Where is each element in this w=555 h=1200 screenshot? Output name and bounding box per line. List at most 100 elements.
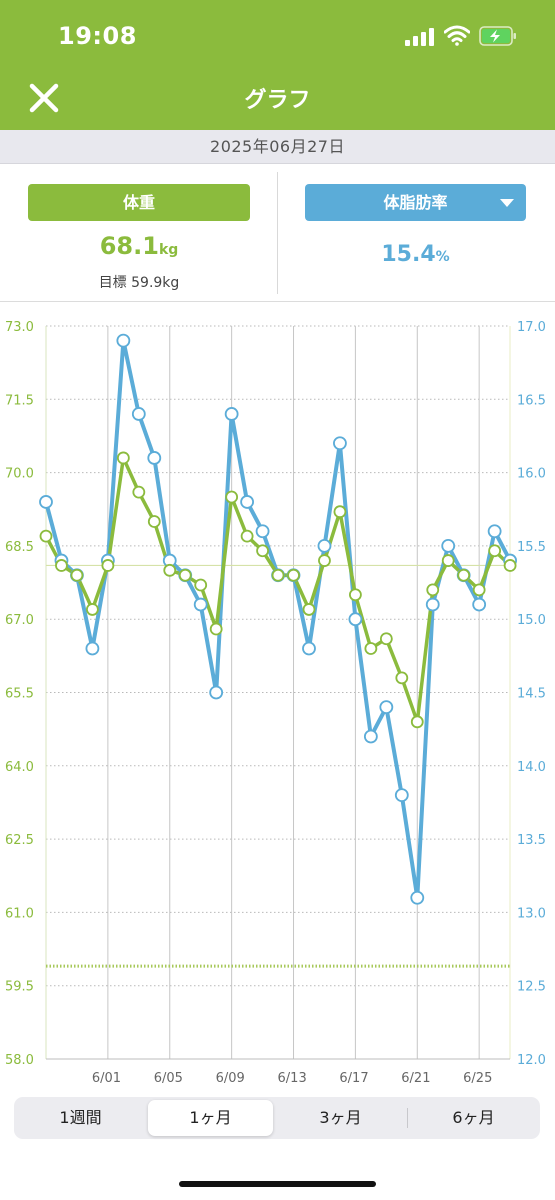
x-axis-tick-label: 6/17 bbox=[339, 1071, 368, 1086]
weight-data-point bbox=[410, 715, 424, 729]
right-axis-tick-label: 15.5 bbox=[517, 540, 546, 555]
body-fat-data-point bbox=[425, 597, 440, 612]
weight-data-point bbox=[163, 563, 177, 577]
weight-label: 体重 bbox=[122, 193, 155, 212]
weight-data-point bbox=[178, 568, 192, 582]
weight-metric-button[interactable]: 体重 bbox=[28, 184, 250, 221]
right-axis-tick-label: 12.0 bbox=[517, 1053, 546, 1068]
tab-label: 1週間 bbox=[59, 1108, 102, 1127]
cellular-signal-icon bbox=[405, 28, 435, 46]
body-fat-data-point bbox=[348, 612, 363, 627]
body-fat-value-display: 15.4% bbox=[305, 242, 526, 267]
weight-goal: 目標 59.9kg bbox=[98, 275, 180, 291]
body-fat-data-point bbox=[410, 890, 425, 905]
weight-value: 68.1 bbox=[99, 232, 159, 260]
body-fat-data-point bbox=[39, 495, 53, 509]
weight-body-fat-chart[interactable]: 73.0 17.0 71.5 16.5 70.0 16.0 68.5 15.5 67.0 15.0… bbox=[0, 302, 555, 1092]
tab-6-months[interactable]: 6ヶ月 bbox=[411, 1100, 536, 1136]
caret-down-icon bbox=[500, 199, 514, 207]
body-fat-data-point bbox=[147, 451, 162, 465]
weight-data-point bbox=[209, 622, 223, 636]
left-axis-tick-label: 71.5 bbox=[5, 393, 34, 408]
body-fat-data-point bbox=[379, 700, 394, 715]
weight-data-point bbox=[287, 568, 300, 582]
tab-label: 6ヶ月 bbox=[452, 1108, 495, 1127]
metric-panels: 体重 68.1kg 目標 59.9kg 体脂肪率 15.4% bbox=[0, 164, 555, 302]
right-axis-tick-label: 16.5 bbox=[517, 393, 546, 408]
weight-data-point bbox=[39, 529, 53, 543]
body-fat-data-point bbox=[472, 597, 487, 612]
body-fat-data-point bbox=[193, 597, 208, 612]
right-axis-tick-label: 13.5 bbox=[517, 833, 546, 848]
body-fat-data-point bbox=[441, 538, 456, 553]
metric-divider bbox=[277, 172, 278, 294]
left-axis-tick-label: 70.0 bbox=[5, 467, 34, 482]
weight-data-point bbox=[348, 588, 362, 602]
segment-divider bbox=[407, 1108, 408, 1128]
weight-series-line bbox=[44, 456, 512, 724]
weight-data-point bbox=[318, 554, 331, 567]
weight-data-point bbox=[379, 632, 393, 646]
tab-1-month[interactable]: 1ヶ月 bbox=[148, 1100, 273, 1136]
weight-data-point bbox=[101, 559, 115, 572]
status-time: 19:08 bbox=[58, 22, 137, 50]
body-fat-data-point bbox=[333, 436, 347, 451]
body-fat-metric-dropdown[interactable]: 体脂肪率 bbox=[305, 184, 526, 221]
weight-data-point bbox=[116, 451, 130, 465]
body-fat-data-point bbox=[85, 641, 100, 656]
period-segmented-control: 1週間 1ヶ月 3ヶ月 6ヶ月 bbox=[14, 1097, 540, 1139]
x-axis-tick-label: 6/01 bbox=[92, 1071, 121, 1086]
weight-data-point bbox=[488, 544, 502, 558]
right-axis-tick-label: 13.0 bbox=[517, 906, 546, 921]
weight-data-point bbox=[364, 642, 378, 655]
tab-3-months[interactable]: 3ヶ月 bbox=[278, 1100, 403, 1136]
right-axis-tick-label: 16.0 bbox=[517, 467, 546, 482]
weight-data-point bbox=[395, 671, 409, 685]
body-fat-data-point bbox=[209, 685, 224, 700]
left-axis-tick-label: 58.0 bbox=[5, 1053, 34, 1068]
left-axis-tick-label: 67.0 bbox=[5, 613, 34, 628]
close-icon[interactable] bbox=[24, 78, 64, 118]
body-fat-data-point bbox=[363, 729, 378, 744]
right-axis-tick-label: 14.5 bbox=[517, 687, 546, 702]
left-axis-tick-label: 68.5 bbox=[5, 540, 34, 555]
body-fat-data-point bbox=[317, 538, 332, 553]
body-fat-label: 体脂肪率 bbox=[383, 193, 448, 212]
right-axis-tick-label: 17.0 bbox=[517, 320, 546, 335]
body-fat-data-point bbox=[131, 407, 146, 421]
left-axis-tick-label: 73.0 bbox=[5, 320, 34, 335]
weight-data-point bbox=[457, 568, 471, 582]
weight-data-point bbox=[302, 603, 316, 616]
weight-data-point bbox=[271, 568, 285, 582]
right-axis-tick-label: 14.0 bbox=[517, 760, 546, 775]
left-axis-tick-label: 61.0 bbox=[5, 906, 34, 921]
left-axis-tick-label: 64.0 bbox=[5, 760, 34, 775]
x-axis-tick-label: 6/13 bbox=[278, 1071, 307, 1086]
body-fat-data-point bbox=[487, 524, 502, 539]
x-axis-tick-label: 6/09 bbox=[216, 1071, 245, 1086]
weight-data-point bbox=[194, 578, 208, 592]
weight-data-point bbox=[426, 583, 440, 597]
tab-label: 3ヶ月 bbox=[319, 1108, 362, 1127]
date-label: 2025年06月27日 bbox=[0, 130, 555, 164]
weight-data-point bbox=[70, 568, 84, 582]
body-fat-data-point bbox=[240, 495, 255, 509]
body-fat-data-point bbox=[116, 333, 131, 348]
tab-label: 1ヶ月 bbox=[189, 1108, 232, 1127]
body-fat-unit: % bbox=[435, 249, 450, 265]
left-axis-tick-label: 59.5 bbox=[5, 980, 34, 995]
weight-data-point bbox=[256, 544, 269, 558]
weight-data-point bbox=[472, 583, 486, 597]
weight-unit: kg bbox=[158, 242, 179, 258]
weight-data-point bbox=[333, 505, 347, 519]
weight-data-point bbox=[503, 559, 517, 572]
x-axis-tick-label: 6/25 bbox=[463, 1071, 492, 1086]
body-fat-value: 15.4 bbox=[381, 242, 436, 267]
weight-data-point bbox=[441, 554, 455, 567]
battery-charging-icon bbox=[479, 26, 516, 46]
weight-data-point bbox=[240, 529, 254, 543]
weight-data-point bbox=[147, 515, 161, 528]
weight-data-point bbox=[86, 603, 99, 616]
tab-1-week[interactable]: 1週間 bbox=[18, 1100, 143, 1136]
body-fat-data-point bbox=[255, 524, 270, 539]
